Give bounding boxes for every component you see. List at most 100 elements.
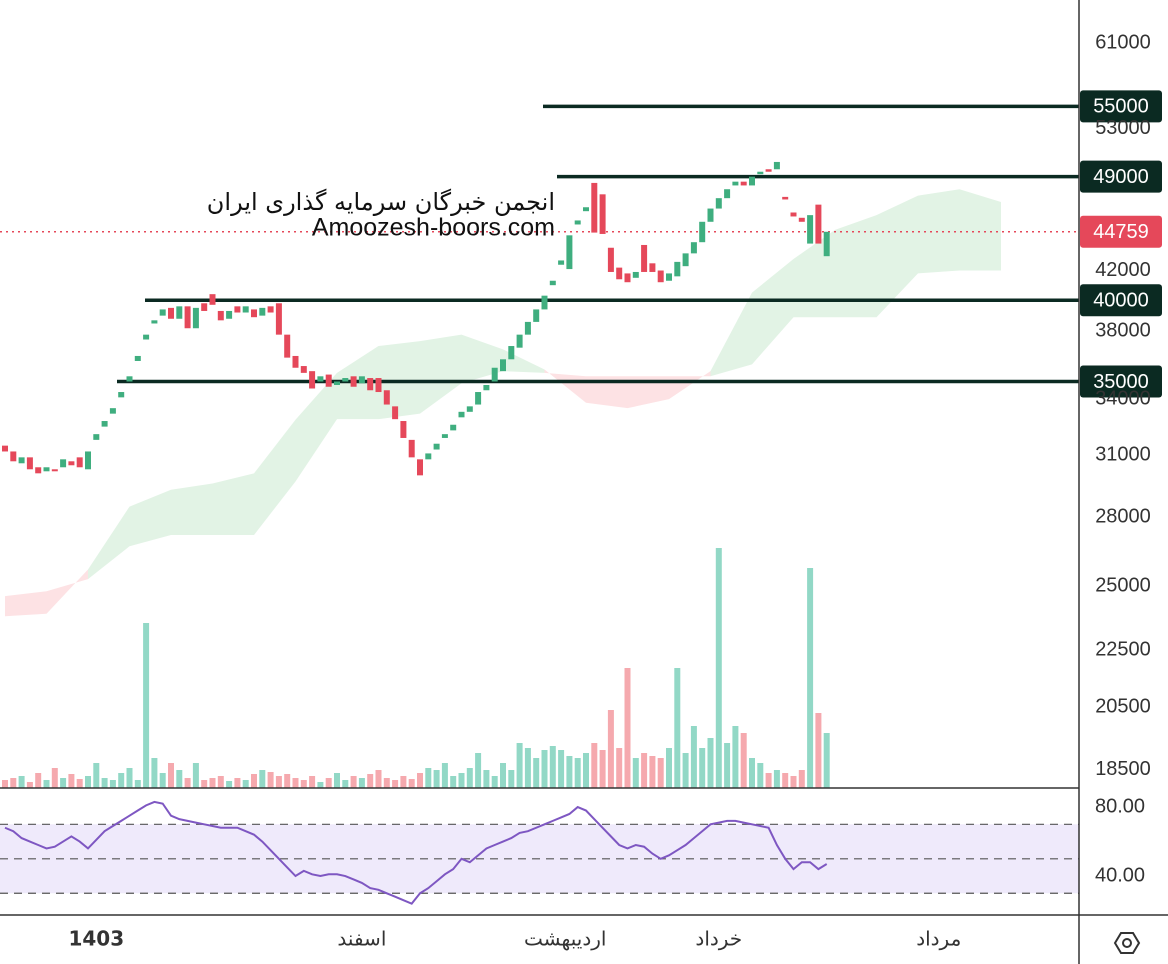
cloud-segment (420, 334, 462, 414)
volume-bar (807, 568, 814, 788)
candle (433, 443, 440, 450)
candle (740, 181, 747, 186)
candle (632, 271, 639, 278)
candle (309, 371, 316, 389)
cloud-segment (710, 292, 752, 377)
cloud-segment (5, 591, 47, 617)
candle (226, 310, 233, 319)
candle (267, 306, 274, 313)
candle (798, 217, 805, 222)
candle (425, 453, 432, 460)
candle (76, 457, 83, 468)
candle (176, 306, 183, 319)
cloud-segment (835, 215, 877, 318)
volume-bar (425, 768, 432, 788)
y-tick-label: 53000 (1095, 117, 1151, 139)
volume-bar (798, 770, 805, 788)
candle (383, 390, 390, 405)
level-box (1080, 365, 1162, 398)
candle (524, 321, 531, 335)
volume-bar (674, 668, 681, 788)
volume-bar (566, 756, 573, 788)
volume-bar (76, 779, 83, 788)
candles (2, 161, 830, 476)
candle (624, 273, 631, 283)
candle (201, 303, 208, 311)
volume-bar (641, 753, 648, 788)
volume-bar (217, 776, 224, 788)
volume-bar (176, 770, 183, 788)
candle (367, 378, 374, 391)
candle (607, 247, 614, 272)
volume-bar (815, 713, 822, 788)
candle (782, 196, 789, 200)
cloud-segment (876, 195, 918, 318)
rsi-tick-label: 80.00 (1095, 795, 1145, 817)
candle (450, 424, 457, 431)
volume-bar (516, 743, 523, 788)
candle (574, 220, 581, 225)
candle (2, 445, 8, 452)
candle (60, 459, 67, 468)
candle (234, 306, 241, 313)
candle (699, 221, 706, 243)
volume-bar (757, 763, 764, 788)
level-label: 40000 (1093, 289, 1149, 311)
volume-bar (400, 776, 407, 788)
volume-bar (657, 758, 664, 788)
volume-bar (242, 780, 249, 788)
candle (334, 381, 340, 385)
candle (134, 355, 141, 361)
icon-dot (1122, 938, 1132, 948)
candle (350, 376, 357, 387)
volume-bar (790, 776, 797, 788)
volume-bar (433, 770, 440, 788)
volume-bar (300, 780, 307, 788)
volume-bar (383, 778, 390, 788)
volume-bar (101, 778, 108, 788)
volume-bar (599, 750, 606, 788)
y-tick-label: 25000 (1095, 575, 1151, 597)
levels: 44759 55000 49000 40000 35000 (0, 90, 1162, 398)
level-box (1080, 160, 1162, 193)
volume-bar (782, 773, 789, 788)
cloud-segment (752, 259, 794, 365)
volume-bar (18, 776, 25, 788)
volume-bar (466, 768, 473, 788)
cloud-segment (586, 376, 628, 409)
candle (682, 253, 689, 267)
volume (2, 548, 830, 788)
volume-bar (309, 776, 316, 788)
y-tick-label: 34000 (1095, 387, 1151, 409)
volume-bar (666, 748, 672, 788)
candle (300, 366, 307, 373)
cloud-segment (544, 369, 586, 403)
volume-bar (392, 780, 399, 788)
candle (35, 467, 42, 474)
volume-bar (60, 778, 67, 788)
last-price-box (1080, 215, 1162, 248)
cloud-segment (129, 489, 171, 547)
candle (217, 310, 224, 321)
level-label: 55000 (1093, 96, 1149, 118)
candle (466, 406, 473, 412)
volume-bar (574, 758, 581, 788)
volume-bar (441, 763, 448, 788)
cloud-segment (88, 506, 130, 580)
candle (558, 260, 565, 265)
watermark: انجمن خبرگان سرمایه گذاری ایران (207, 188, 555, 216)
volume-bar (823, 733, 830, 788)
volume-bar (765, 773, 772, 788)
volume-bar (267, 772, 274, 788)
volume-bar (690, 726, 697, 788)
volume-bar (226, 781, 233, 788)
cloud-segment (627, 376, 669, 409)
candle (101, 421, 108, 427)
volume-bar (508, 770, 515, 788)
cloud (5, 189, 1001, 617)
volume-bar (558, 750, 565, 788)
volume-bar (417, 773, 423, 788)
level-label: 35000 (1093, 371, 1149, 393)
candle (508, 346, 515, 360)
settings-icon[interactable] (1113, 932, 1141, 954)
